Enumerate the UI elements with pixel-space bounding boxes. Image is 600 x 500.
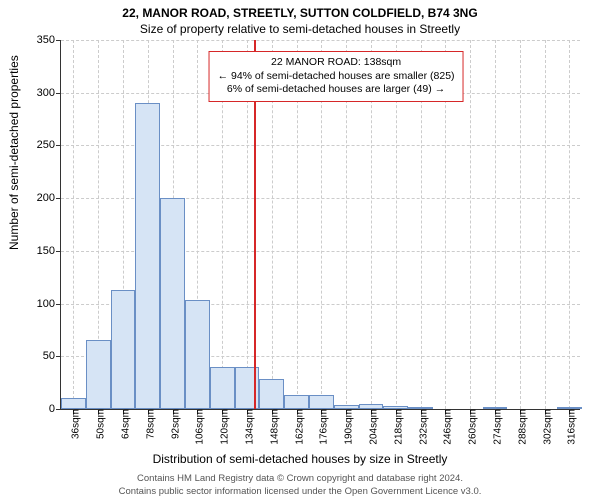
ytick-label: 150 [37, 245, 61, 257]
histogram-bar [259, 379, 284, 409]
xtick-label: 92sqm [164, 409, 181, 439]
y-axis-label: Number of semi-detached properties [7, 55, 21, 250]
xtick-label: 120sqm [214, 409, 231, 445]
annotation-line: 22 MANOR ROAD: 138sqm [218, 56, 455, 70]
xtick-label: 176sqm [313, 409, 330, 445]
xtick-label: 64sqm [114, 409, 131, 439]
histogram-bar [135, 103, 160, 409]
gridline-v [470, 40, 471, 409]
xtick-label: 134sqm [238, 409, 255, 445]
annotation-box: 22 MANOR ROAD: 138sqm← 94% of semi-detac… [209, 51, 464, 102]
xtick-label: 50sqm [90, 409, 107, 439]
histogram-bar [284, 395, 309, 409]
histogram-bar [160, 198, 185, 409]
footer: Contains HM Land Registry data © Crown c… [0, 473, 600, 498]
histogram-bar [61, 398, 86, 409]
xtick-label: 78sqm [139, 409, 156, 439]
xtick-label: 232sqm [412, 409, 429, 445]
histogram-bar [334, 405, 359, 409]
ytick-label: 300 [37, 87, 61, 99]
histogram-bar [185, 300, 210, 409]
xtick-label: 260sqm [462, 409, 479, 445]
ytick-label: 0 [49, 403, 61, 415]
ytick-label: 350 [37, 34, 61, 46]
xtick-label: 218sqm [387, 409, 404, 445]
xtick-label: 246sqm [437, 409, 454, 445]
xtick-label: 302sqm [536, 409, 553, 445]
gridline-v [520, 40, 521, 409]
xtick-label: 36sqm [65, 409, 82, 439]
ytick-label: 250 [37, 139, 61, 151]
xtick-label: 162sqm [288, 409, 305, 445]
ytick-label: 100 [37, 298, 61, 310]
ytick-label: 50 [43, 350, 61, 362]
histogram-bar [408, 407, 433, 409]
footer-line-1: Contains HM Land Registry data © Crown c… [0, 473, 600, 485]
histogram-bar [86, 340, 111, 409]
histogram-bar [557, 407, 582, 409]
plot-area: 05010015020025030035036sqm50sqm64sqm78sq… [60, 40, 580, 410]
xtick-label: 190sqm [338, 409, 355, 445]
histogram-bar [111, 290, 136, 409]
xtick-label: 204sqm [362, 409, 379, 445]
annotation-line: 6% of semi-detached houses are larger (4… [218, 83, 455, 97]
xtick-label: 106sqm [189, 409, 206, 445]
xtick-label: 274sqm [486, 409, 503, 445]
gridline-v [545, 40, 546, 409]
histogram-bar [210, 367, 235, 409]
gridline-v [73, 40, 74, 409]
chart-title: 22, MANOR ROAD, STREETLY, SUTTON COLDFIE… [0, 0, 600, 20]
histogram-bar [309, 395, 334, 409]
histogram-bar [383, 406, 408, 409]
histogram-bar [483, 407, 508, 409]
xtick-label: 148sqm [263, 409, 280, 445]
gridline-v [569, 40, 570, 409]
xtick-label: 316sqm [561, 409, 578, 445]
plot-container: 05010015020025030035036sqm50sqm64sqm78sq… [60, 40, 580, 410]
ytick-label: 200 [37, 192, 61, 204]
chart-subtitle: Size of property relative to semi-detach… [0, 20, 600, 36]
gridline-v [495, 40, 496, 409]
xtick-label: 288sqm [511, 409, 528, 445]
footer-line-2: Contains public sector information licen… [0, 486, 600, 498]
histogram-bar [359, 404, 384, 409]
annotation-line: ← 94% of semi-detached houses are smalle… [218, 70, 455, 84]
x-axis-label: Distribution of semi-detached houses by … [0, 452, 600, 466]
